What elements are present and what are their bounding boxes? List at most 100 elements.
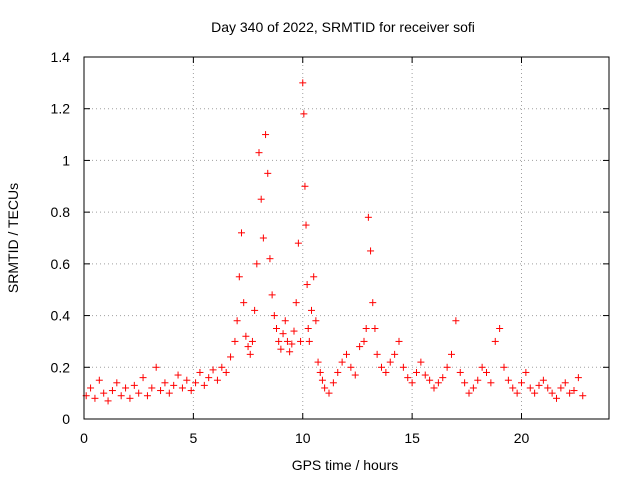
data-point	[301, 182, 309, 190]
data-point	[248, 337, 256, 345]
y-tick-label: 0.2	[51, 359, 71, 375]
data-point	[487, 379, 495, 387]
data-point	[509, 384, 517, 392]
data-point	[518, 379, 525, 387]
data-point	[244, 343, 252, 351]
data-point	[378, 363, 385, 371]
data-point	[434, 379, 442, 387]
y-tick-label: 0.4	[51, 308, 71, 324]
data-point	[574, 374, 582, 382]
data-point	[304, 325, 312, 332]
data-point	[557, 384, 565, 392]
data-point	[268, 291, 276, 299]
data-point	[364, 213, 372, 221]
data-point	[113, 379, 121, 387]
data-point	[259, 234, 267, 242]
y-tick-label: 1.2	[51, 101, 71, 117]
data-point	[465, 389, 473, 397]
data-point	[413, 368, 420, 376]
data-point	[325, 389, 333, 397]
data-point	[161, 379, 169, 387]
data-point	[183, 376, 191, 384]
data-point	[275, 337, 283, 345]
data-point	[539, 376, 547, 384]
y-tick-label: 1	[62, 152, 70, 168]
data-point	[478, 363, 486, 371]
data-point	[283, 337, 291, 345]
data-point	[270, 312, 278, 320]
data-point	[347, 363, 355, 371]
x-axis-label: GPS time / hours	[292, 457, 399, 473]
data-point	[334, 368, 342, 376]
data-point	[240, 299, 248, 307]
data-point	[391, 350, 399, 358]
data-point	[522, 368, 530, 376]
data-point	[303, 281, 311, 289]
data-point	[566, 389, 574, 397]
data-point	[100, 389, 108, 397]
data-point	[165, 389, 173, 397]
data-point	[218, 363, 226, 371]
x-tick-label: 20	[514, 430, 530, 446]
data-point	[292, 299, 300, 307]
data-point	[139, 374, 147, 382]
data-point	[246, 350, 254, 358]
data-point	[288, 340, 296, 348]
data-point	[196, 368, 204, 376]
data-point	[504, 376, 512, 384]
data-point	[253, 260, 261, 268]
x-tick-label: 10	[295, 430, 311, 446]
data-point	[356, 343, 364, 351]
data-point	[148, 384, 156, 392]
data-point	[126, 394, 134, 402]
data-point	[408, 379, 416, 387]
data-point	[421, 371, 429, 379]
data-point	[430, 384, 438, 392]
data-point	[448, 350, 455, 358]
data-point	[277, 345, 285, 353]
data-point	[395, 337, 403, 345]
data-point	[491, 337, 499, 345]
data-point	[452, 317, 460, 325]
axis-ticks	[83, 56, 609, 420]
data-point	[209, 366, 217, 374]
data-point	[443, 363, 451, 371]
x-tick-label: 15	[404, 430, 420, 446]
data-point	[456, 368, 464, 376]
data-point	[213, 376, 221, 384]
data-point	[535, 381, 543, 389]
data-point	[526, 384, 534, 392]
data-point	[95, 376, 103, 384]
data-point	[474, 376, 482, 384]
data-point	[343, 350, 350, 358]
data-point	[231, 337, 239, 345]
data-point	[104, 397, 112, 405]
data-point	[548, 389, 556, 397]
data-point	[329, 379, 337, 387]
data-point	[531, 389, 539, 397]
data-point	[496, 325, 504, 332]
data-point	[294, 239, 302, 247]
data-point	[187, 387, 195, 395]
data-point	[222, 368, 230, 376]
data-point	[305, 337, 313, 345]
data-point	[404, 374, 412, 382]
data-point	[135, 389, 143, 397]
data-point	[360, 337, 368, 345]
y-axis-label: SRMTID / TECUs	[5, 183, 21, 293]
data-point	[152, 363, 160, 371]
data-point	[157, 387, 165, 395]
y-tick-label: 0.8	[51, 204, 71, 220]
data-point	[399, 363, 407, 371]
data-point	[251, 306, 259, 314]
scatter-points	[82, 79, 587, 405]
chart-title: Day 340 of 2022, SRMTID for receiver sof…	[211, 19, 475, 35]
data-point	[300, 110, 308, 118]
data-point	[321, 384, 329, 392]
data-point	[369, 299, 377, 307]
data-point	[192, 379, 200, 387]
data-point	[117, 392, 125, 400]
data-point	[469, 384, 477, 392]
data-point	[362, 325, 370, 332]
